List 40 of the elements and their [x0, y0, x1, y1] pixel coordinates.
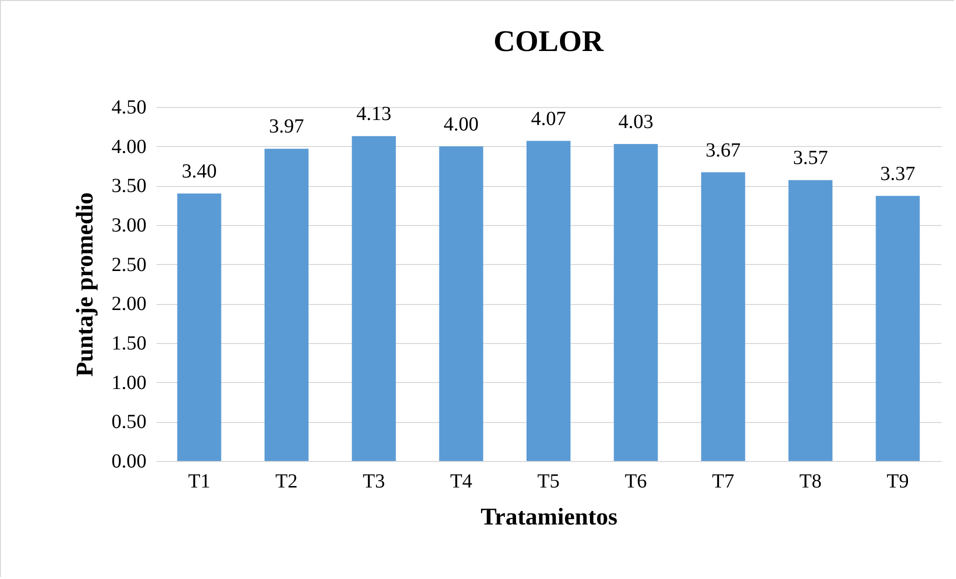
y-tick-label: 1.00	[112, 372, 146, 394]
data-label: 4.00	[444, 113, 479, 136]
x-tick-label: T3	[362, 470, 385, 492]
data-label: 3.57	[792, 147, 828, 170]
data-label: 3.97	[269, 116, 304, 138]
x-tick-label: T4	[450, 470, 472, 492]
x-tick-label: T2	[275, 470, 298, 492]
x-tick-label: T8	[799, 470, 822, 492]
y-tick-label: 3.00	[112, 214, 146, 236]
y-tick-label: 1.50	[112, 332, 146, 354]
y-tick-label: 2.50	[112, 254, 146, 276]
data-label: 3.67	[706, 139, 741, 162]
bar	[439, 146, 484, 461]
y-tick-label: 3.50	[112, 175, 146, 198]
x-tick-label: T7	[712, 470, 734, 492]
x-tick-label: T9	[886, 470, 909, 492]
x-tick-label: T1	[188, 470, 210, 492]
data-label: 3.37	[880, 162, 916, 185]
data-label: 4.13	[356, 103, 392, 126]
bar	[526, 140, 570, 461]
bar	[352, 136, 396, 461]
data-label: 3.40	[182, 160, 217, 183]
y-tick-label: 0.00	[112, 450, 146, 472]
y-tick-label: 4.00	[112, 136, 146, 158]
y-tick-label: 0.50	[112, 411, 146, 434]
y-axis-title: Puntaje promedio	[72, 192, 98, 377]
x-axis-title: Tratamientos	[480, 504, 618, 530]
chart-title: COLOR	[493, 25, 604, 58]
bar	[264, 148, 309, 461]
y-tick-label: 2.00	[112, 293, 146, 316]
x-tick-label: T5	[537, 470, 560, 492]
y-tick-label: 4.50	[112, 96, 146, 118]
x-tick-label: T6	[624, 470, 647, 492]
bar	[876, 196, 920, 461]
bar	[788, 180, 832, 461]
bar	[177, 194, 222, 461]
data-label: 4.07	[531, 108, 566, 130]
data-label: 4.03	[618, 110, 654, 133]
bar	[701, 172, 746, 461]
bar	[614, 144, 658, 461]
